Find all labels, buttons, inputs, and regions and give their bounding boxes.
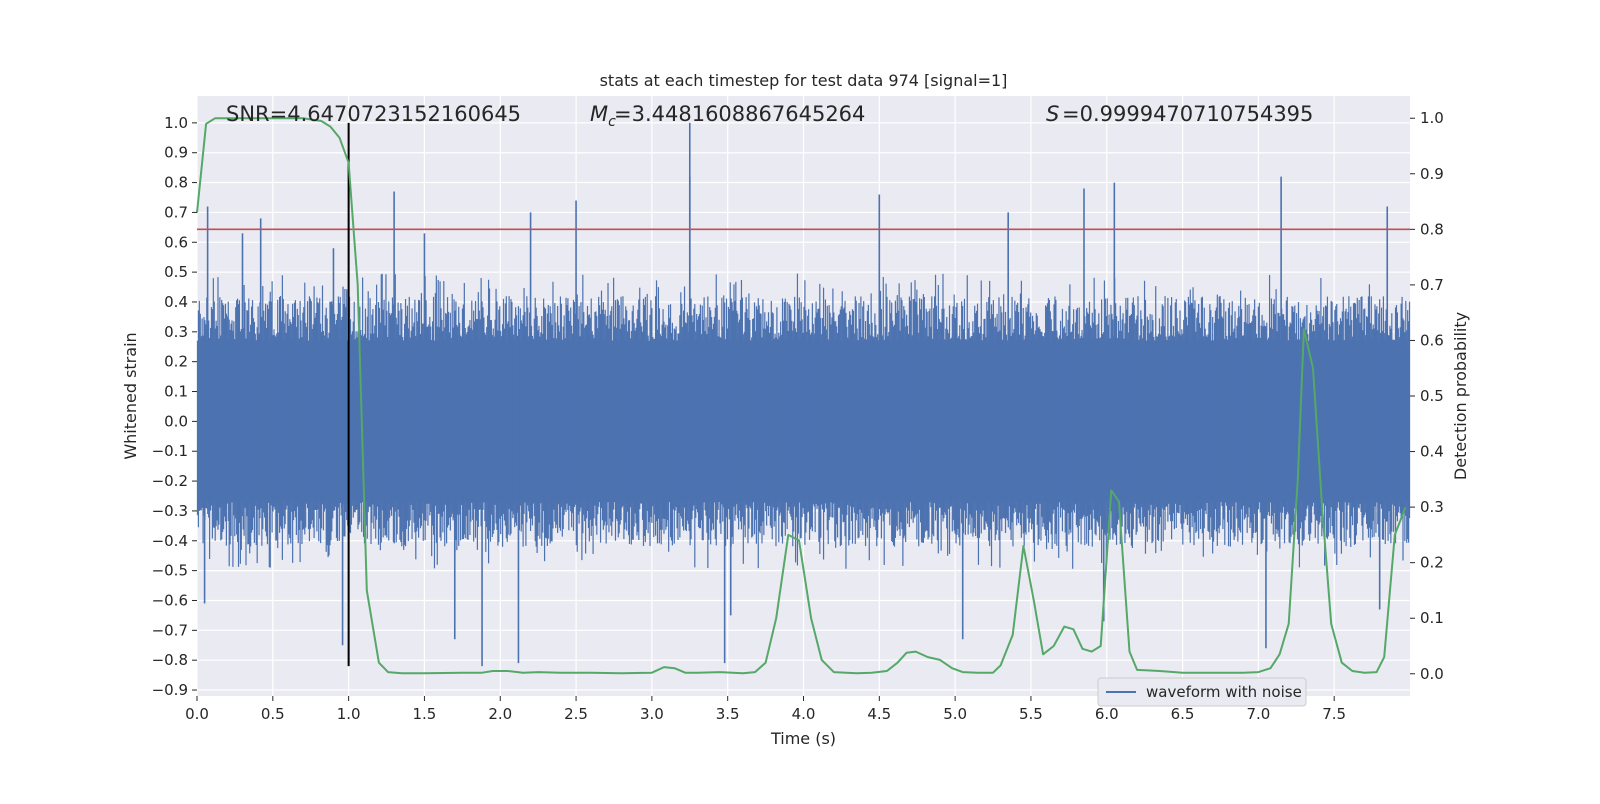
s-value: =0.9999470710754395 [1062, 102, 1313, 126]
y-right-tick-label: 0.7 [1420, 276, 1444, 294]
s-annotation: S =0.9999470710754395 [1046, 102, 1313, 126]
x-tick-label: 2.0 [488, 705, 512, 723]
s-symbol: S [1046, 102, 1059, 126]
x-axis-label: Time (s) [770, 729, 836, 748]
x-tick-label: 0.5 [261, 705, 285, 723]
x-tick-label: 1.5 [413, 705, 437, 723]
y-tick-label: 0.0 [164, 412, 188, 430]
y-tick-label: 1.0 [164, 114, 188, 132]
y-right-tick-label: 0.5 [1420, 387, 1444, 405]
strain-series [196, 122, 1411, 667]
y-tick-label: 0.9 [164, 144, 188, 162]
x-tick-label: 5.0 [943, 705, 967, 723]
y-right-tick-label: 0.2 [1420, 554, 1444, 572]
y-right-tick-label: 0.9 [1420, 165, 1444, 183]
chart-title: stats at each timestep for test data 974… [600, 71, 1008, 90]
mc-annotation: Mc =3.4481608867645264 [590, 102, 865, 130]
y-right-tick-label: 0.8 [1420, 220, 1444, 238]
x-tick-label: 2.5 [564, 705, 588, 723]
detection-probability-line [196, 117, 1407, 675]
y-tick-label: −0.1 [152, 442, 188, 460]
y-tick-label: −0.8 [152, 651, 188, 669]
x-tick-label: 5.5 [1019, 705, 1043, 723]
y-tick-label: 0.4 [164, 293, 188, 311]
y-tick-label: 0.8 [164, 174, 188, 192]
x-tick-label: 4.5 [867, 705, 891, 723]
y-tick-label: −0.6 [152, 591, 188, 609]
y-right-tick-label: 0.1 [1420, 609, 1444, 627]
x-tick-label: 6.5 [1171, 705, 1195, 723]
y-tick-label: −0.3 [152, 502, 188, 520]
y-tick-label: 0.3 [164, 323, 188, 341]
snr-annotation: SNR=4.6470723152160645 [226, 102, 521, 126]
y-tick-label: −0.7 [152, 621, 188, 639]
x-tick-label: 7.0 [1246, 705, 1270, 723]
y-right-tick-label: 0.3 [1420, 498, 1444, 516]
x-tick-label: 7.5 [1322, 705, 1346, 723]
y-right-tick-label: 0.6 [1420, 331, 1444, 349]
y-tick-label: −0.9 [152, 681, 188, 699]
legend-label: waveform with noise [1146, 683, 1302, 701]
x-tick-label: 3.0 [640, 705, 664, 723]
y-tick-label: 0.5 [164, 263, 188, 281]
y-tick-label: −0.4 [152, 532, 188, 550]
y-right-tick-label: 0.0 [1420, 665, 1444, 683]
x-tick-label: 4.0 [792, 705, 816, 723]
x-tick-label: 6.0 [1095, 705, 1119, 723]
y-tick-label: −0.5 [152, 562, 188, 580]
y-axis-right-label: Detection probability [1451, 312, 1470, 480]
y-tick-label: 0.7 [164, 203, 188, 221]
y-tick-label: 0.2 [164, 353, 188, 371]
x-tick-label: 0.0 [185, 705, 209, 723]
y-tick-label: −0.2 [152, 472, 188, 490]
x-tick-label: 3.5 [716, 705, 740, 723]
y-right-tick-label: 0.4 [1420, 443, 1444, 461]
legend: waveform with noise [1097, 677, 1307, 707]
legend-box [1097, 677, 1307, 707]
y-right-tick-label: 1.0 [1420, 109, 1444, 127]
axes: 0.0 0.5 1.0 1.5 2.0 2.5 3.0 3.5 4.0 4.5 5.0 5.5 6.0 6… [152, 109, 1444, 723]
overlays [196, 117, 1410, 675]
y-tick-label: 0.1 [164, 383, 188, 401]
y-tick-label: 0.6 [164, 233, 188, 251]
y-axis-label: Whitened strain [121, 332, 140, 459]
x-tick-label: 1.0 [337, 705, 361, 723]
mc-value: =3.4481608867645264 [614, 102, 865, 126]
